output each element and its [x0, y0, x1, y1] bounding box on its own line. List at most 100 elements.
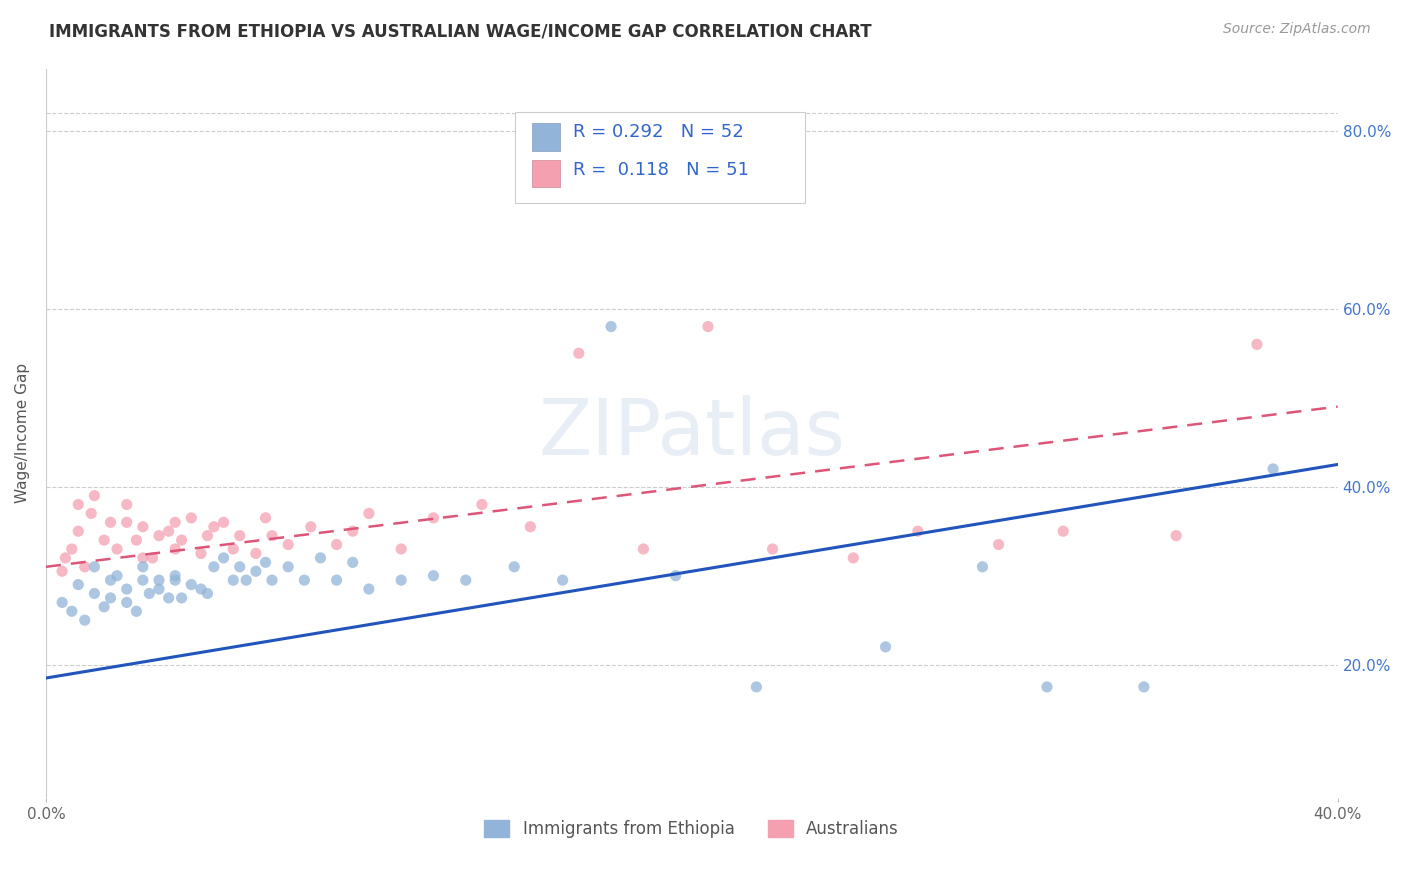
- Point: [180, 511, 202, 525]
- Point: [125, 533, 148, 547]
- Point: [190, 546, 212, 560]
- Point: [325, 537, 347, 551]
- Point: [180, 577, 202, 591]
- Point: [212, 550, 235, 565]
- Point: [83, 559, 105, 574]
- Point: [138, 586, 160, 600]
- Point: [1133, 680, 1156, 694]
- Point: [132, 559, 155, 574]
- Point: [299, 520, 322, 534]
- Text: R = 0.292   N = 52: R = 0.292 N = 52: [574, 123, 744, 141]
- Point: [132, 520, 155, 534]
- Point: [115, 595, 138, 609]
- Point: [987, 537, 1010, 551]
- Point: [519, 520, 541, 534]
- Point: [235, 573, 257, 587]
- Point: [665, 568, 688, 582]
- Point: [165, 516, 187, 530]
- Point: [254, 555, 277, 569]
- Point: [170, 533, 193, 547]
- Point: [907, 524, 929, 539]
- FancyBboxPatch shape: [531, 123, 560, 151]
- Point: [202, 559, 225, 574]
- Point: [222, 541, 245, 556]
- Point: [60, 541, 83, 556]
- Point: [80, 507, 103, 521]
- Point: [165, 541, 187, 556]
- Point: [633, 541, 655, 556]
- Point: [165, 568, 187, 582]
- Point: [73, 559, 96, 574]
- Point: [1166, 529, 1188, 543]
- Point: [342, 524, 364, 539]
- Point: [245, 546, 267, 560]
- Point: [389, 573, 412, 587]
- Point: [148, 582, 170, 596]
- Point: [761, 541, 783, 556]
- Point: [125, 604, 148, 618]
- Point: [260, 529, 283, 543]
- Point: [842, 550, 865, 565]
- Point: [254, 511, 277, 525]
- Point: [73, 613, 96, 627]
- Point: [148, 529, 170, 543]
- Point: [51, 564, 73, 578]
- Point: [697, 319, 720, 334]
- Point: [1052, 524, 1074, 539]
- Point: [228, 529, 250, 543]
- Point: [357, 582, 380, 596]
- Point: [422, 511, 444, 525]
- Point: [53, 550, 76, 565]
- Point: [132, 550, 155, 565]
- Y-axis label: Wage/Income Gap: Wage/Income Gap: [15, 363, 30, 503]
- Point: [1261, 462, 1284, 476]
- Point: [83, 586, 105, 600]
- Point: [105, 568, 128, 582]
- Point: [100, 591, 122, 605]
- Point: [454, 573, 477, 587]
- Point: [471, 498, 494, 512]
- Point: [277, 559, 299, 574]
- Point: [1036, 680, 1059, 694]
- Point: [105, 541, 128, 556]
- Point: [67, 498, 90, 512]
- Point: [972, 559, 994, 574]
- Point: [67, 524, 90, 539]
- Point: [422, 568, 444, 582]
- Text: IMMIGRANTS FROM ETHIOPIA VS AUSTRALIAN WAGE/INCOME GAP CORRELATION CHART: IMMIGRANTS FROM ETHIOPIA VS AUSTRALIAN W…: [49, 22, 872, 40]
- Point: [197, 586, 219, 600]
- Point: [165, 573, 187, 587]
- Point: [1246, 337, 1268, 351]
- Point: [600, 319, 623, 334]
- Point: [389, 541, 412, 556]
- Point: [51, 595, 73, 609]
- Point: [325, 573, 347, 587]
- Point: [568, 346, 591, 360]
- Point: [277, 537, 299, 551]
- Point: [342, 555, 364, 569]
- Point: [157, 591, 180, 605]
- Point: [202, 520, 225, 534]
- Point: [190, 582, 212, 596]
- Point: [60, 604, 83, 618]
- Point: [148, 573, 170, 587]
- Point: [100, 516, 122, 530]
- Point: [875, 640, 897, 654]
- Point: [93, 599, 115, 614]
- Point: [309, 550, 332, 565]
- Point: [100, 573, 122, 587]
- Point: [357, 507, 380, 521]
- Point: [115, 516, 138, 530]
- Point: [132, 573, 155, 587]
- Text: Source: ZipAtlas.com: Source: ZipAtlas.com: [1223, 22, 1371, 37]
- Legend: Immigrants from Ethiopia, Australians: Immigrants from Ethiopia, Australians: [478, 813, 905, 845]
- Point: [115, 582, 138, 596]
- Point: [228, 559, 250, 574]
- FancyBboxPatch shape: [515, 112, 806, 203]
- Point: [157, 524, 180, 539]
- Point: [503, 559, 526, 574]
- Point: [745, 680, 768, 694]
- Point: [222, 573, 245, 587]
- Point: [83, 489, 105, 503]
- FancyBboxPatch shape: [531, 160, 560, 187]
